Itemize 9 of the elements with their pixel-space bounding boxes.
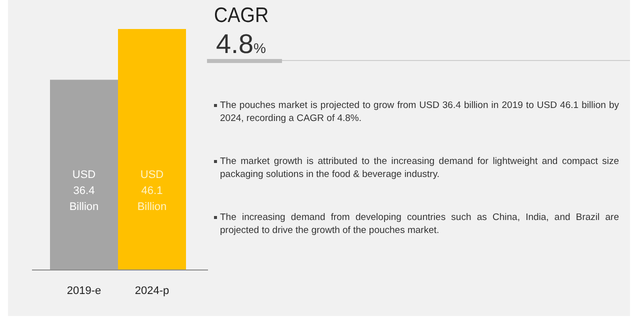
text: The pouches market is projected to grow from USD 36.4 billion in 2019 to USD 46.1 billion by 2024, recording a CAGR of 4.8%. [220,99,619,125]
data-label: USD 46.1 Billion [137,169,167,213]
text: The market growth is attributed to the increasing demand for lightweight and compact size packaging solutions in the food & beverage industry. [220,155,619,181]
x-tick-label: 2024-p [134,284,170,297]
chart-title: CAGR [214,4,269,28]
text: The increasing demand from developing countries such as China, India, and Brazil are projected to drive the growth of the pouches market. [220,211,619,237]
data-label: USD 36.4 Billion [69,169,99,213]
chart-subtitle: 4.8% [216,29,266,60]
x-tick-label: 2019-e [66,284,102,297]
